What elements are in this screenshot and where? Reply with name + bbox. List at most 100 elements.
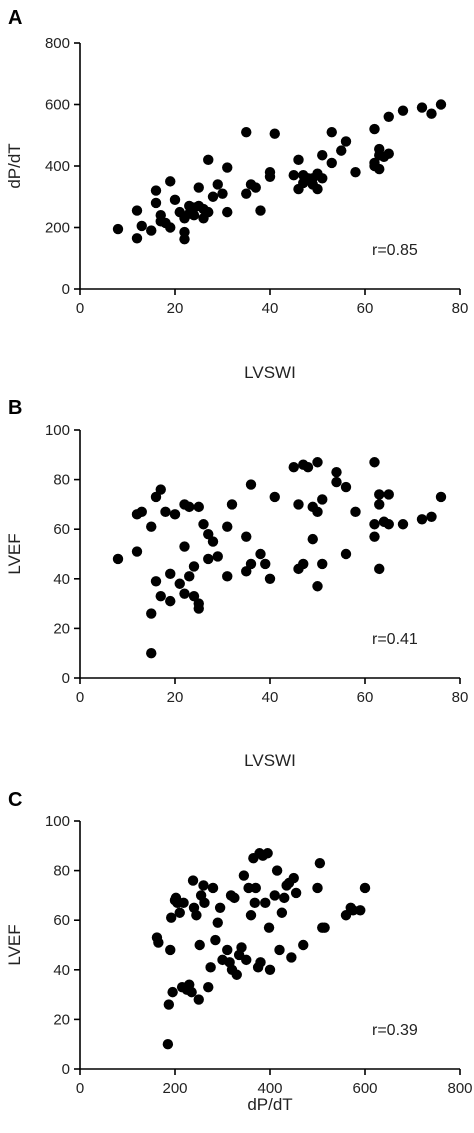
data-point bbox=[293, 154, 304, 166]
data-point bbox=[184, 501, 195, 513]
data-point bbox=[260, 558, 271, 570]
data-point bbox=[203, 206, 214, 218]
data-point bbox=[174, 907, 185, 918]
data-point bbox=[162, 1039, 174, 1050]
data-point bbox=[150, 491, 162, 503]
y-tick-label: 80 bbox=[53, 472, 70, 489]
data-point bbox=[426, 511, 437, 522]
data-point bbox=[150, 185, 162, 196]
data-point bbox=[276, 907, 288, 918]
data-point bbox=[369, 123, 380, 135]
data-point bbox=[435, 491, 447, 503]
data-point bbox=[155, 484, 166, 495]
x-tick-label: 40 bbox=[262, 689, 279, 706]
data-point bbox=[229, 892, 240, 904]
data-point bbox=[146, 225, 157, 236]
data-point bbox=[160, 506, 171, 518]
data-point bbox=[238, 870, 250, 881]
data-point bbox=[222, 162, 233, 173]
data-point bbox=[193, 182, 204, 193]
data-point bbox=[255, 957, 266, 968]
data-point bbox=[369, 457, 380, 468]
panel-letter-c: C bbox=[8, 789, 22, 811]
x-axis-title: LVSWI bbox=[244, 751, 296, 770]
data-point bbox=[245, 910, 257, 921]
data-point bbox=[383, 148, 394, 159]
y-tick-label: 0 bbox=[62, 1061, 70, 1078]
data-point bbox=[369, 531, 380, 542]
data-point bbox=[165, 222, 176, 233]
y-tick-label: 0 bbox=[62, 670, 70, 687]
data-point bbox=[302, 462, 314, 473]
data-point bbox=[340, 136, 352, 147]
y-tick-label: 80 bbox=[53, 863, 70, 880]
data-point bbox=[347, 905, 359, 916]
x-tick-label: 800 bbox=[447, 1080, 472, 1097]
data-point bbox=[231, 969, 242, 980]
data-point bbox=[112, 223, 124, 235]
scatter-panel-c: C 0 200 400 600 800 0 20 40 60 80 100 dP/dT LVEF r=0.3… bbox=[5, 789, 473, 1114]
data-point bbox=[336, 145, 347, 156]
x-tick-label: 200 bbox=[162, 1080, 187, 1097]
data-point bbox=[188, 590, 200, 602]
data-point bbox=[319, 922, 330, 933]
data-point bbox=[383, 489, 394, 500]
data-point bbox=[269, 491, 280, 503]
data-point bbox=[416, 102, 428, 113]
data-point bbox=[136, 506, 147, 518]
data-point bbox=[187, 875, 199, 886]
data-point bbox=[250, 182, 261, 193]
x-tick-label: 0 bbox=[76, 1080, 84, 1097]
panel-letter-b: B bbox=[8, 397, 22, 419]
data-point bbox=[340, 548, 352, 560]
x-tick-label: 40 bbox=[262, 300, 279, 317]
data-point bbox=[350, 506, 361, 518]
y-axis-title: dP/dT bbox=[5, 143, 24, 188]
data-point bbox=[150, 576, 162, 587]
data-point bbox=[191, 910, 202, 921]
data-point bbox=[355, 905, 366, 916]
data-point bbox=[214, 902, 226, 913]
data-point bbox=[317, 150, 328, 161]
data-point bbox=[312, 581, 323, 592]
data-point bbox=[165, 944, 176, 956]
data-point bbox=[203, 154, 214, 166]
data-point bbox=[288, 872, 299, 884]
x-tick-label: 400 bbox=[257, 1080, 282, 1097]
x-tick-label: 60 bbox=[357, 689, 374, 706]
data-point bbox=[326, 126, 337, 138]
data-point bbox=[263, 922, 275, 933]
data-point bbox=[167, 986, 178, 998]
data-point bbox=[193, 501, 204, 513]
data-point bbox=[241, 531, 252, 542]
data-point bbox=[269, 890, 280, 901]
data-point bbox=[193, 994, 204, 1005]
data-point bbox=[146, 648, 157, 659]
data-point bbox=[298, 939, 309, 951]
data-point bbox=[426, 108, 437, 119]
x-tick-label: 60 bbox=[357, 300, 374, 317]
x-tick-label: 600 bbox=[352, 1080, 377, 1097]
data-point bbox=[131, 546, 143, 557]
data-point bbox=[260, 897, 271, 909]
data-point bbox=[207, 536, 219, 547]
data-point bbox=[136, 220, 147, 232]
data-point bbox=[255, 548, 266, 560]
data-point bbox=[207, 191, 219, 202]
data-point bbox=[207, 882, 219, 894]
data-point bbox=[397, 105, 409, 116]
data-point bbox=[374, 143, 385, 155]
data-point bbox=[186, 986, 197, 998]
data-point bbox=[112, 553, 124, 565]
data-point bbox=[212, 917, 223, 928]
x-tick-label: 80 bbox=[452, 689, 469, 706]
correlation-annotation: r=0.85 bbox=[372, 242, 418, 259]
data-point bbox=[312, 457, 323, 468]
data-point bbox=[165, 568, 176, 580]
data-point bbox=[383, 111, 394, 123]
data-point bbox=[203, 981, 214, 993]
data-point bbox=[188, 561, 200, 572]
data-point bbox=[198, 880, 209, 891]
data-point bbox=[314, 857, 326, 869]
